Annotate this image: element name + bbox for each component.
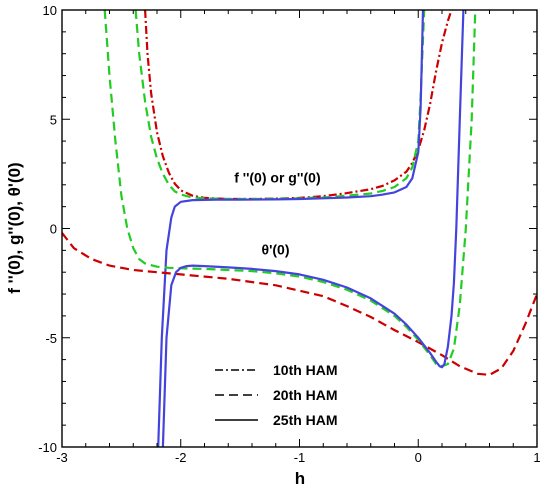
series-line-2 xyxy=(157,10,425,447)
series-line-4 xyxy=(103,10,477,368)
ticks-layer xyxy=(61,9,538,448)
y-tick-label: -10 xyxy=(38,440,57,455)
series-line-0 xyxy=(144,10,453,201)
x-tick-label: 1 xyxy=(533,450,540,465)
series-layer xyxy=(62,10,537,447)
y-tick-label: 5 xyxy=(50,112,57,127)
x-tick-label: -3 xyxy=(56,450,68,465)
y-tick-label: 0 xyxy=(50,222,57,237)
x-tick-label: -2 xyxy=(175,450,187,465)
y-tick-label: 10 xyxy=(43,3,57,18)
annotation-theta: θ'(0) xyxy=(262,242,290,258)
legend-label-20th: 20th HAM xyxy=(273,387,338,403)
legend: 10th HAM 20th HAM 25th HAM xyxy=(215,362,338,428)
x-axis-title: h xyxy=(295,469,305,488)
series-line-5 xyxy=(161,10,465,447)
legend-label-10th: 10th HAM xyxy=(273,362,338,378)
y-tick-label: -5 xyxy=(45,331,57,346)
legend-label-25th: 25th HAM xyxy=(273,412,338,428)
x-tick-label: -1 xyxy=(294,450,306,465)
x-tick-label: 0 xyxy=(415,450,422,465)
series-line-3 xyxy=(62,232,537,376)
annotation-f-g: f ''(0) or g''(0) xyxy=(234,170,320,186)
y-axis-title: f ''(0), g''(0), θ'(0) xyxy=(5,162,24,293)
